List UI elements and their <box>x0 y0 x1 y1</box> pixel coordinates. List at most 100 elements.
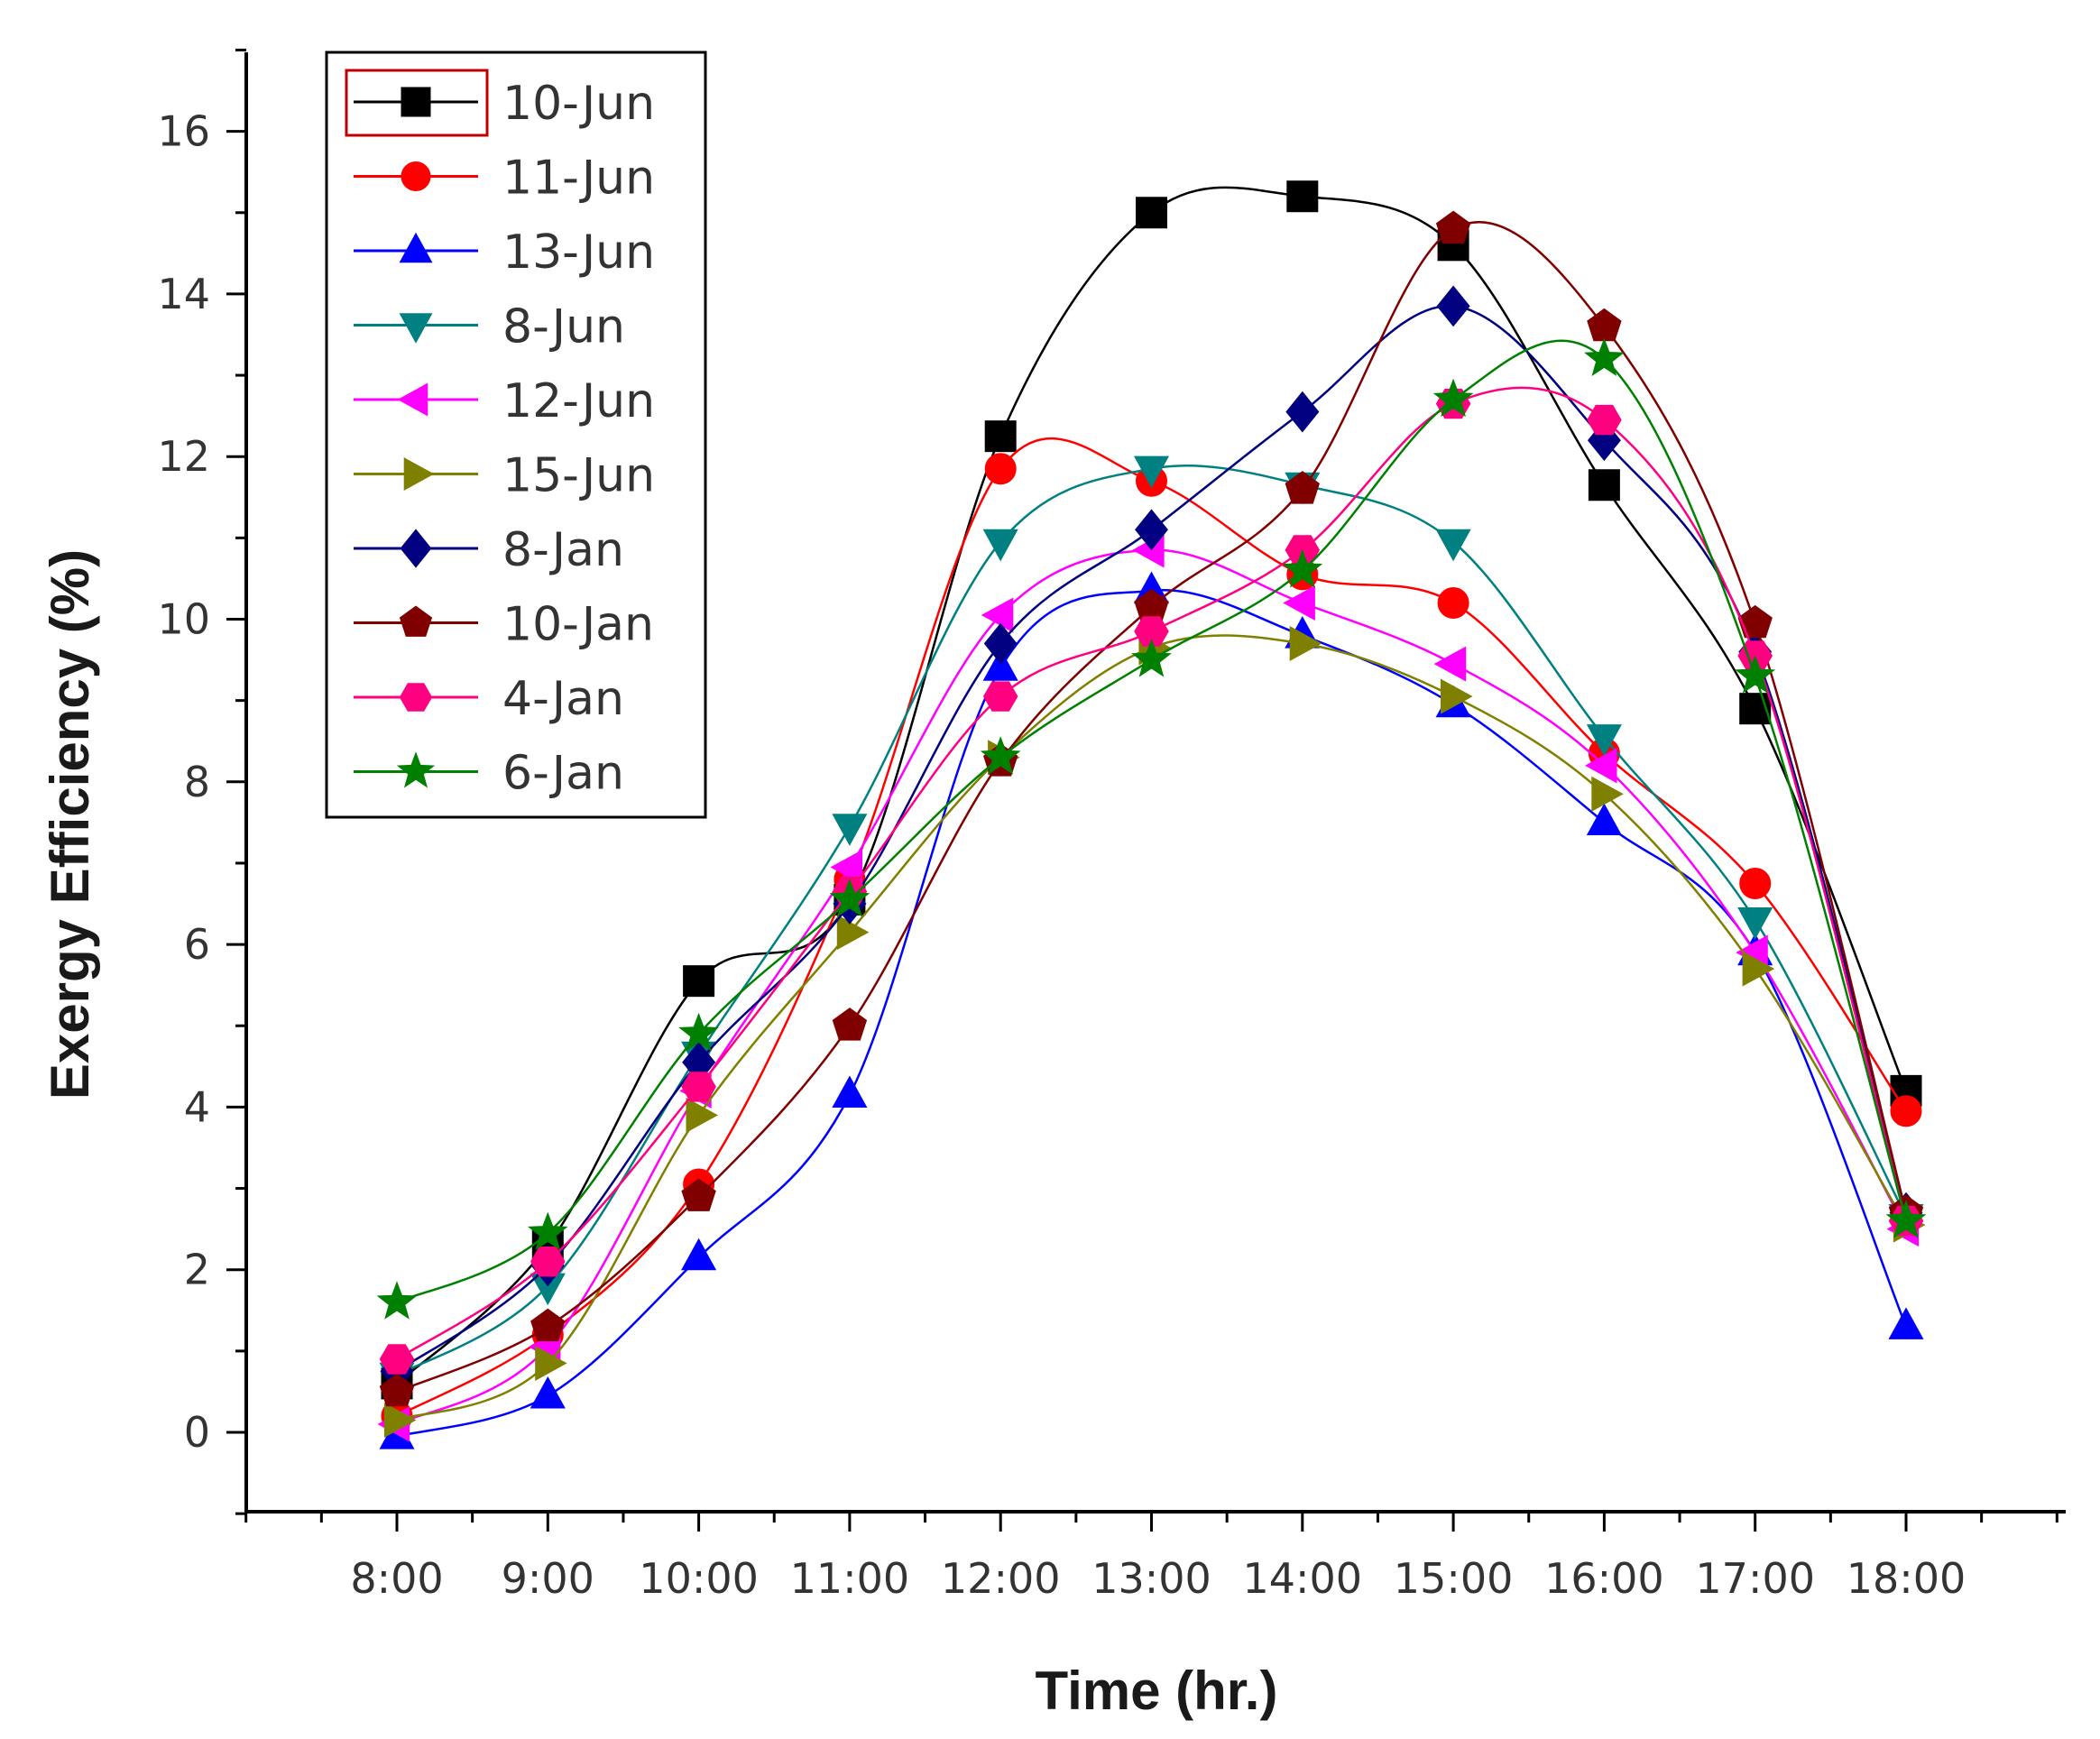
data-point <box>1282 548 1323 588</box>
legend-label: 4-Jan <box>502 672 624 726</box>
legend-marker <box>400 529 432 568</box>
data-point <box>1737 907 1773 940</box>
data-point <box>379 1344 415 1375</box>
series-line <box>396 186 1908 1385</box>
series-line <box>396 339 1908 1303</box>
data-point <box>1735 655 1776 694</box>
data-point <box>1436 285 1470 327</box>
y-tick-label: 8 <box>184 758 210 806</box>
data-point <box>1591 776 1624 812</box>
legend-label: 8-Jan <box>502 523 624 577</box>
legend-item: 12-Jun <box>354 374 655 428</box>
legend-label: 11-Jun <box>502 152 655 206</box>
data-point <box>1286 180 1319 213</box>
data-point <box>1433 646 1467 682</box>
data-point <box>527 1211 568 1251</box>
data-point <box>1131 639 1172 677</box>
legend-marker <box>397 382 428 417</box>
data-point <box>832 1075 868 1108</box>
data-point <box>1588 469 1620 501</box>
legend-box <box>325 51 707 819</box>
legend-selection-box <box>345 69 489 137</box>
series-line <box>396 548 1908 1426</box>
data-point <box>1586 803 1622 835</box>
data-point <box>830 849 862 886</box>
legend-item: 8-Jun <box>354 300 625 354</box>
legend-marker <box>399 605 433 637</box>
data-point <box>1885 1200 1927 1238</box>
legend-item: 13-Jun <box>354 225 655 280</box>
data-point <box>829 878 870 917</box>
data-point <box>984 420 1017 453</box>
data-point <box>1135 509 1168 551</box>
data-point <box>379 1373 415 1407</box>
data-point <box>1587 308 1622 342</box>
data-point <box>983 622 1018 665</box>
legend-label: 13-Jun <box>502 225 655 280</box>
data-point <box>530 1376 566 1409</box>
data-point <box>1133 455 1170 489</box>
x-axis-title: Time (hr.) <box>1036 1661 1278 1721</box>
legend-item: 4-Jan <box>354 672 624 726</box>
y-tick-label: 16 <box>157 107 210 156</box>
y-axis-title: Exergy Efficiency (%) <box>40 549 100 1100</box>
x-tick-label: 12:00 <box>941 1554 1061 1603</box>
data-point <box>681 1072 716 1102</box>
legend-item: 6-Jan <box>354 747 624 801</box>
data-point <box>832 814 868 846</box>
y-tick-label: 6 <box>184 920 210 969</box>
legend-label: 8-Jun <box>502 300 625 354</box>
axes: 0 2 4 6 8 10 12 14 16 8:00 9:00 10:00 11:00 12:00 13:0… <box>157 48 2066 1603</box>
y-tick-label: 4 <box>184 1082 210 1131</box>
data-point <box>1289 625 1322 662</box>
legend-item: 15-Jun <box>354 449 655 503</box>
data-point <box>1285 471 1320 504</box>
x-tick-label: 16:00 <box>1544 1554 1664 1603</box>
data-point <box>1890 1095 1922 1127</box>
legend-marker <box>401 87 431 117</box>
data-point <box>1435 529 1471 562</box>
legend-marker <box>399 313 433 344</box>
data-point <box>832 1008 868 1041</box>
x-tick-label: 9:00 <box>502 1554 594 1603</box>
data-point <box>982 649 1018 681</box>
y-tick-label: 12 <box>157 432 210 481</box>
series-line <box>396 386 1908 1360</box>
data-point <box>1134 616 1169 647</box>
data-point <box>1435 210 1471 244</box>
legend-marker <box>401 161 431 191</box>
data-point <box>980 736 1021 775</box>
legend-label: 10-Jun <box>502 77 655 131</box>
data-point <box>1586 724 1622 757</box>
legend-label: 10-Jan <box>502 598 654 652</box>
data-point <box>1737 604 1773 639</box>
data-point <box>1136 197 1167 229</box>
legend-label: 15-Jun <box>502 449 655 503</box>
data-point <box>1432 378 1474 418</box>
legend-item: 8-Jan <box>354 523 624 577</box>
legend-item: 10-Jun <box>354 77 655 131</box>
x-tick-label: 14:00 <box>1243 1554 1363 1603</box>
legend-marker <box>399 683 433 712</box>
data-point <box>1888 1307 1924 1339</box>
series-layer <box>376 180 1927 1449</box>
data-point <box>836 915 870 951</box>
data-point <box>678 1012 719 1052</box>
legend-label: 6-Jan <box>502 747 624 801</box>
x-tick-label: 10:00 <box>639 1554 759 1603</box>
y-tick-label: 0 <box>184 1408 210 1457</box>
series-6-Jan <box>376 337 1927 1320</box>
y-tick-label: 10 <box>157 595 210 644</box>
x-tick-label: 13:00 <box>1091 1554 1211 1603</box>
data-point <box>981 597 1014 633</box>
legend: 10-Jun 11-Jun 13-Jun 8-Jun 12-Jun 15-Jun 8-Jan… <box>325 51 707 819</box>
data-point <box>376 1281 418 1320</box>
data-point <box>681 1178 716 1211</box>
legend-marker <box>396 751 436 788</box>
x-tick-label: 11:00 <box>790 1554 910 1603</box>
data-point <box>982 529 1018 562</box>
legend-item: 11-Jun <box>354 152 655 206</box>
x-tick-label: 17:00 <box>1695 1554 1815 1603</box>
x-tick-label: 15:00 <box>1394 1554 1514 1603</box>
